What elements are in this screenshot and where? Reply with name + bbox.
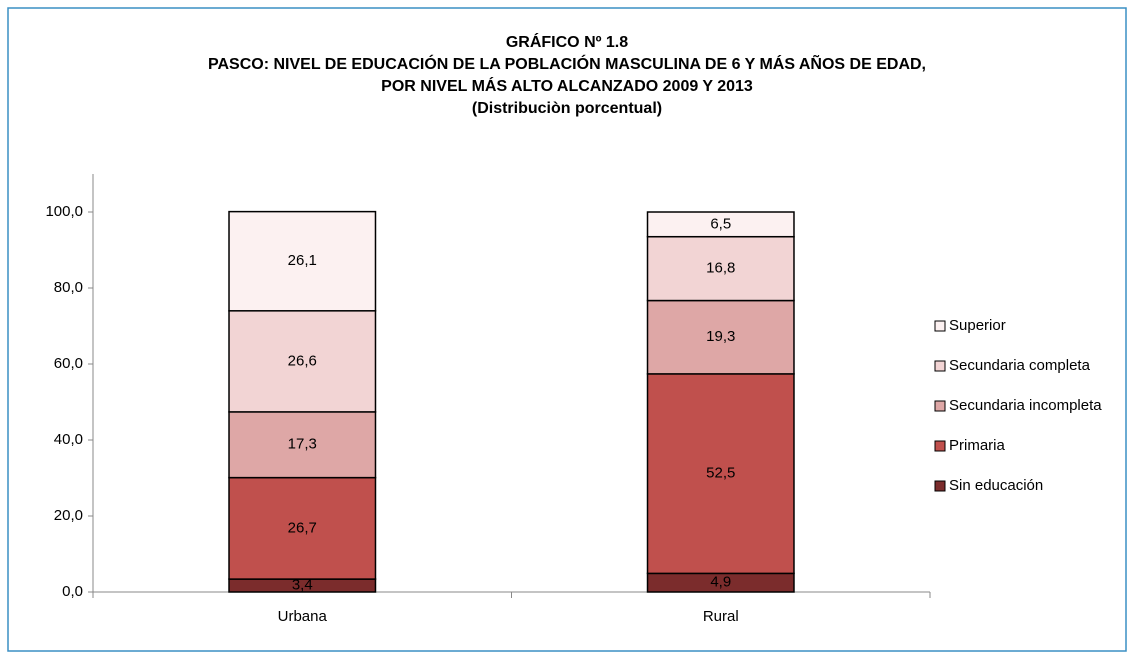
- bar-segment: [228, 411, 377, 479]
- data-label: 6,5: [710, 215, 731, 232]
- chart-subtitle: POR NIVEL MÁS ALTO ALCANZADO 2009 Y 2013: [381, 76, 753, 95]
- legend-swatch: [934, 360, 946, 372]
- legend-swatch: [934, 440, 946, 452]
- bar-segment: [228, 476, 377, 580]
- legend-label: Sin educación: [949, 477, 1043, 494]
- bar-segment: [228, 310, 377, 413]
- bar-segment: [646, 373, 795, 575]
- y-tick-label: 20,0: [54, 507, 83, 524]
- y-tick-label: 60,0: [54, 355, 83, 372]
- data-label: 19,3: [706, 328, 735, 345]
- data-label: 26,6: [288, 352, 317, 369]
- bar-segment: [228, 210, 377, 312]
- bar-segment: [646, 211, 795, 238]
- bar-segment: [646, 299, 795, 375]
- data-label: 4,9: [710, 574, 731, 591]
- legend-swatch: [934, 480, 946, 492]
- legend-label: Secundaria incompleta: [949, 397, 1102, 414]
- legend-swatch: [934, 320, 946, 332]
- legend-label: Secundaria completa: [949, 357, 1091, 374]
- data-label: 26,1: [288, 252, 317, 269]
- data-label: 16,8: [706, 260, 735, 277]
- x-tick-label: Rural: [703, 608, 739, 625]
- y-tick-label: 100,0: [45, 203, 83, 220]
- data-label: 26,7: [288, 519, 317, 536]
- chart-subtitle: (Distribuciòn porcentual): [472, 100, 662, 117]
- bar-segment: [646, 235, 795, 302]
- legend-label: Primaria: [949, 437, 1005, 454]
- x-tick-label: Urbana: [278, 608, 328, 625]
- y-tick-label: 80,0: [54, 279, 83, 296]
- y-tick-label: 0,0: [62, 583, 83, 600]
- data-label: 3,4: [292, 577, 313, 594]
- legend-swatch: [934, 400, 946, 412]
- data-label: 17,3: [288, 436, 317, 453]
- legend-label: Superior: [949, 317, 1006, 334]
- y-tick-label: 40,0: [54, 431, 83, 448]
- data-label: 52,5: [706, 465, 735, 482]
- chart-title: GRÁFICO Nº 1.8: [506, 32, 628, 51]
- chart-subtitle: PASCO: NIVEL DE EDUCACIÓN DE LA POBLACIÓ…: [208, 53, 926, 73]
